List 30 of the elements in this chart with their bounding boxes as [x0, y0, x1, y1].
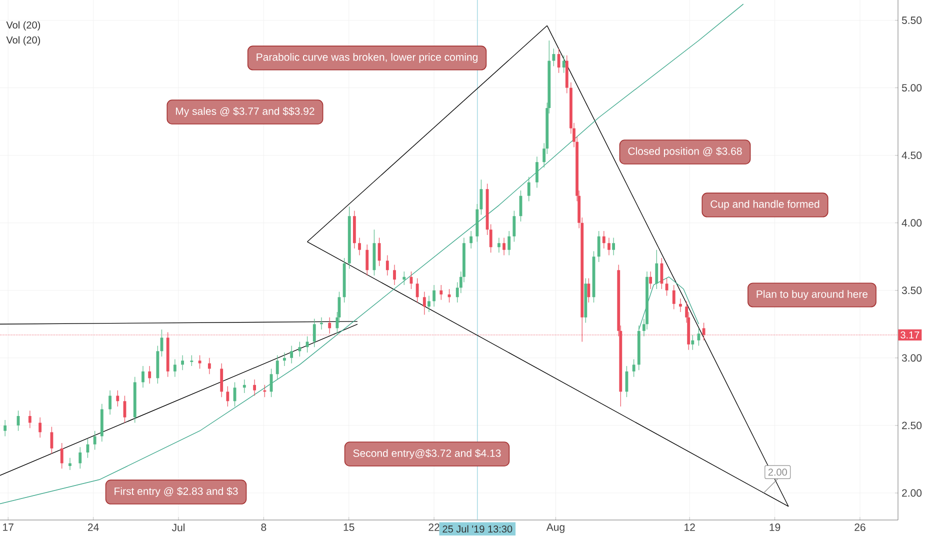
annotation: First entry @ $2.83 and $3	[114, 487, 238, 497]
annotation: Plan to buy around here	[756, 290, 868, 300]
x-tick-label: 19	[770, 524, 780, 531]
y-tick-label: 5.50	[902, 16, 922, 24]
annotation: Vol (20)	[6, 21, 40, 31]
annotation: Vol (20)	[6, 36, 40, 46]
x-tick-label: Aug	[546, 524, 564, 533]
annotation: Second entry@$3.72 and $4.13	[353, 449, 501, 459]
x-tick-label: 8	[261, 524, 266, 531]
annotation: Cup and handle formed	[710, 200, 820, 210]
ref-line-label: 3.17	[900, 331, 920, 338]
y-tick-label: 5.00	[902, 84, 922, 92]
y-tick-label: 2.50	[902, 422, 922, 430]
annotation: My sales @ $3.77 and $$3.92	[176, 107, 314, 117]
x-tick-label: 24	[88, 524, 99, 531]
annotation: Closed position @ $3.68	[628, 147, 742, 157]
annotation: Parabolic curve was broken, lower price coming	[256, 53, 478, 63]
x-tick-label: 22	[428, 524, 440, 531]
x-tick-label: 12	[684, 524, 695, 531]
y-tick-label: 3.50	[902, 286, 922, 294]
x-tick-label: 26	[854, 524, 866, 531]
y-tick-label: 2.00	[902, 489, 922, 497]
ref-line-label: 25 Jul '19 13:30	[442, 525, 512, 533]
x-tick-label: 17	[3, 524, 14, 531]
y-tick-label: 4.00	[902, 219, 922, 227]
y-tick-label: 4.50	[902, 152, 922, 160]
y-tick-label: 3.00	[902, 354, 922, 362]
x-tick-label: 15	[344, 524, 354, 531]
annotation: 2.00	[768, 468, 787, 476]
x-tick-label: Jul	[172, 524, 184, 532]
